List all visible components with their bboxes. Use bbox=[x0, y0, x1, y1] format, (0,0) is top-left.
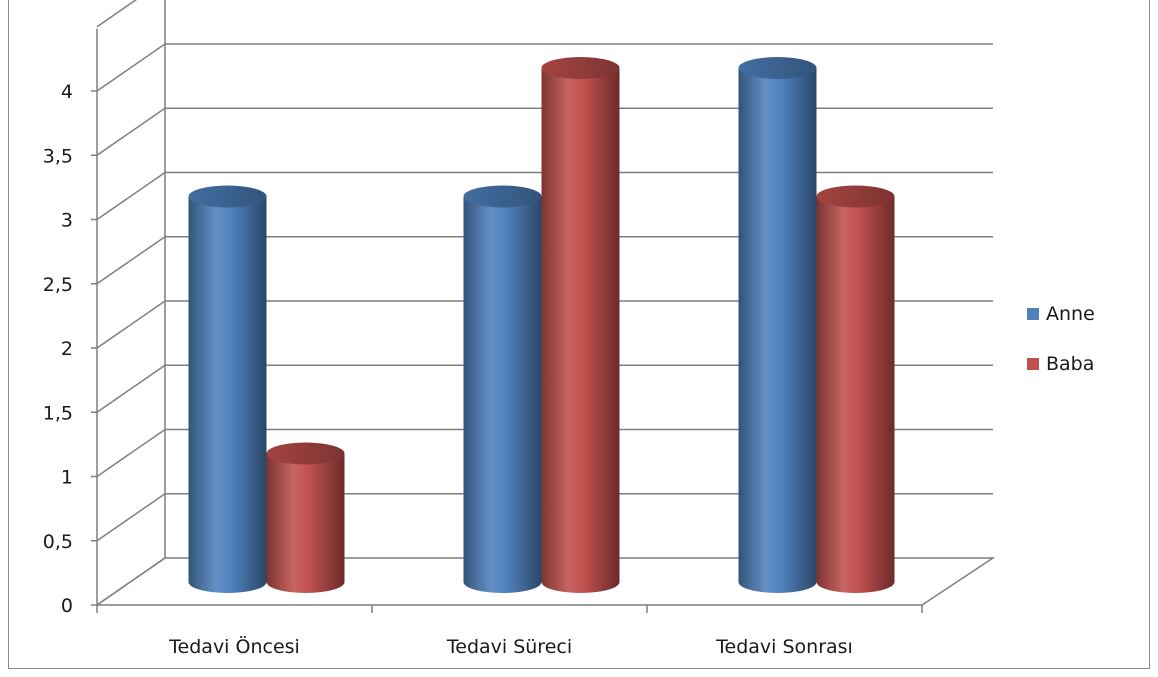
cylinder-body bbox=[541, 68, 620, 593]
bar-anne-1 bbox=[463, 185, 542, 593]
y-tick-label: 1 bbox=[61, 467, 73, 489]
x-category-label: Tedavi Öncesi bbox=[168, 635, 300, 658]
chart-frame bbox=[8, 0, 1150, 669]
y-tick-label: 0 bbox=[61, 595, 73, 617]
y-tick-label: 0,5 bbox=[43, 531, 73, 553]
y-tick-label: 2,5 bbox=[43, 274, 73, 296]
cylinder-body bbox=[738, 68, 817, 593]
cylinder-top bbox=[266, 442, 345, 465]
cylinder-body bbox=[266, 453, 345, 593]
bar-baba-1 bbox=[541, 57, 620, 593]
legend-label: Anne bbox=[1046, 303, 1095, 325]
side-gridline bbox=[96, 364, 166, 413]
legend-swatch bbox=[1027, 358, 1039, 370]
side-gridline bbox=[96, 171, 166, 221]
y-tick-label: 3 bbox=[61, 210, 73, 232]
bar-anne-0 bbox=[188, 185, 267, 593]
side-gridline bbox=[96, 43, 166, 92]
cylinder-top bbox=[541, 57, 620, 79]
side-gridline bbox=[96, 0, 138, 28]
side-gridline bbox=[96, 493, 166, 542]
side-gridline bbox=[96, 557, 166, 606]
x-category-label: Tedavi Sonrası bbox=[715, 636, 853, 658]
side-gridline bbox=[96, 428, 166, 478]
x-category-label: Tedavi Süreci bbox=[446, 636, 572, 658]
legend: Anne Baba bbox=[1027, 303, 1095, 375]
cylinder-top bbox=[188, 185, 267, 208]
side-gridline bbox=[96, 236, 166, 285]
legend-swatch bbox=[1027, 308, 1039, 320]
cylinder-body bbox=[816, 196, 895, 593]
x-axis-categories: Tedavi Öncesi Tedavi Süreci Tedavi Sonrası bbox=[168, 635, 853, 658]
side-gridline bbox=[96, 107, 166, 156]
bar-baba-0 bbox=[266, 442, 345, 593]
cylinder-top bbox=[738, 57, 817, 79]
y-tick-label: 4 bbox=[61, 81, 73, 103]
cylinder-top bbox=[816, 185, 895, 208]
side-gridline bbox=[96, 300, 166, 349]
cylinder-body bbox=[463, 196, 542, 593]
bar-baba-2 bbox=[816, 185, 895, 593]
y-tick-label: 1,5 bbox=[43, 402, 73, 424]
bar-anne-2 bbox=[738, 57, 817, 593]
cylinder-body bbox=[188, 196, 267, 593]
y-tick-label: 2 bbox=[61, 338, 73, 360]
y-axis-ticks: 0 0,5 1 1,5 2 2,5 3 3,5 4 bbox=[43, 81, 97, 617]
cylinder-top bbox=[463, 185, 542, 208]
axes bbox=[96, 28, 923, 613]
y-tick-label: 3,5 bbox=[43, 145, 73, 167]
legend-label: Baba bbox=[1046, 353, 1094, 375]
bars bbox=[188, 57, 895, 593]
